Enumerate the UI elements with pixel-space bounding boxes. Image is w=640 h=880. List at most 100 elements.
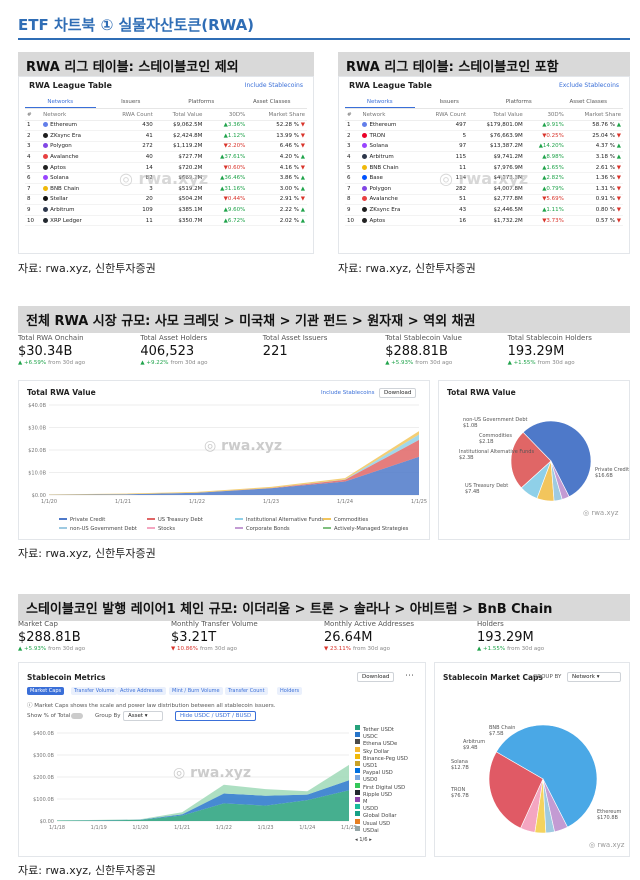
table-row[interactable]: 7 Polygon 282 $4,007.8M ▲0.79% 1.31 % ▼ bbox=[345, 183, 623, 195]
legend-item[interactable]: Commodities bbox=[323, 517, 368, 523]
legend-item[interactable]: Tether USDt bbox=[355, 725, 394, 733]
table-row[interactable]: 7 BNB Chain 3 $519.2M ▲31.16% 3.00 % ▲ bbox=[25, 183, 307, 195]
column-header[interactable]: # bbox=[25, 111, 42, 121]
table-row[interactable]: 1 Ethereum 497 $179,801.0M ▲9.91% 58.76 % ▲ bbox=[345, 120, 623, 132]
stablecoin-toggle-link[interactable]: Exclude Stablecoins bbox=[559, 82, 619, 89]
table-row[interactable]: 5 BNB Chain 11 $7,976.9M ▲1.65% 2.61 % ▼ bbox=[345, 162, 623, 174]
table-row[interactable]: 2 TRON 5 $76,663.9M ▼0.25% 25.04 % ▼ bbox=[345, 130, 623, 142]
legend-item[interactable]: Institutional Alternative Funds bbox=[235, 517, 324, 523]
pie-label: BNB Chain bbox=[489, 725, 515, 731]
table-row[interactable]: 8 Stellar 20 $504.2M ▼0.44% 2.91 % ▼ bbox=[25, 194, 307, 206]
metric-tab-mint-burn-volume[interactable]: Mint / Burn Volume bbox=[169, 687, 223, 695]
table-row[interactable]: 4 Avalanche 40 $727.7M ▲37.61% 4.20 % ▲ bbox=[25, 151, 307, 163]
column-header[interactable]: Total Value bbox=[154, 111, 205, 121]
more-menu-icon[interactable]: ⋯ bbox=[405, 671, 414, 681]
column-header[interactable]: Total Value bbox=[468, 111, 525, 121]
pie-slice-tron[interactable] bbox=[488, 751, 544, 829]
show-percent-toggle[interactable] bbox=[71, 713, 83, 719]
legend-swatch bbox=[323, 518, 331, 520]
table-row[interactable]: 6 Solana 82 $669.2M ▲36.46% 3.86 % ▲ bbox=[25, 172, 307, 185]
stablecoin-toggle-link[interactable]: Include Stablecoins bbox=[244, 82, 303, 89]
legend-item[interactable]: Sky Dollar bbox=[355, 746, 389, 755]
tab-networks[interactable]: Networks bbox=[345, 97, 415, 108]
column-header[interactable]: Network bbox=[360, 111, 420, 121]
table-row[interactable]: 3 Polygon 272 $1,119.2M ▼2.20% 6.46 % ▼ bbox=[25, 141, 307, 153]
legend-swatch bbox=[355, 811, 360, 817]
legend-item[interactable]: USD1 bbox=[355, 761, 377, 769]
metric-tab-transfer-volume[interactable]: Transfer Volume bbox=[71, 687, 118, 695]
pie-slice-other[interactable] bbox=[542, 778, 568, 833]
download-button[interactable]: Download bbox=[379, 388, 417, 398]
legend-item[interactable]: Ethena USDe bbox=[355, 739, 397, 747]
column-header[interactable]: # bbox=[345, 111, 361, 121]
share-trend-icon: ▲ bbox=[616, 154, 621, 161]
legend-item[interactable]: Usual USD bbox=[355, 818, 390, 827]
group-by-select[interactable]: Asset ▾ bbox=[123, 711, 163, 721]
table-row[interactable]: 9 ZKsync Era 43 $2,446.5M ▲1.11% 0.80 % ▼ bbox=[345, 204, 623, 216]
metric-tab-transfer-count[interactable]: Transfer Count bbox=[225, 687, 268, 695]
table-row[interactable]: 6 Base 114 $4,173.3M ▲2.82% 1.36 % ▼ bbox=[345, 172, 623, 185]
column-header[interactable]: RWA Count bbox=[103, 111, 155, 121]
table-row[interactable]: 1 Ethereum 430 $9,062.5M ▲3.36% 52.28 % ▼ bbox=[25, 120, 307, 132]
hide-stablecoins-button[interactable]: Hide USDC / USDT / BUSD bbox=[175, 711, 257, 721]
column-header[interactable]: Network bbox=[41, 111, 104, 121]
legend-item[interactable]: USD0 bbox=[355, 775, 377, 783]
area-series-usdc[interactable] bbox=[57, 780, 349, 821]
table-row[interactable]: 5 Aptos 14 $720.2M ▼0.60% 4.16 % ▼ bbox=[25, 162, 307, 174]
column-header[interactable]: 30D% bbox=[204, 111, 248, 121]
table-row[interactable]: 9 Arbitrum 109 $385.1M ▲9.60% 2.22 % ▲ bbox=[25, 204, 307, 216]
table-row[interactable]: 10 XRP Ledger 11 $350.7M ▲6.72% 2.02 % ▲ bbox=[25, 215, 307, 227]
legend-label: Corporate Bonds bbox=[246, 526, 290, 532]
league-table-title: RWA League Table bbox=[29, 81, 112, 90]
pie-group-by-select[interactable]: Network ▾ bbox=[567, 672, 621, 682]
pie-slice-private-credit[interactable] bbox=[522, 420, 592, 498]
legend-item[interactable]: Private Credit bbox=[59, 517, 105, 523]
tab-networks[interactable]: Networks bbox=[25, 97, 96, 108]
column-header[interactable]: Market Share bbox=[565, 111, 623, 121]
metric-tab-market-caps[interactable]: Market Caps bbox=[27, 687, 65, 695]
legend-item[interactable]: USDD bbox=[355, 804, 378, 812]
legend-item[interactable]: Actively-Managed Strategies bbox=[323, 526, 408, 532]
table-row[interactable]: 2 ZKsync Era 41 $2,424.8M ▲1.12% 13.99 % ▼ bbox=[25, 130, 307, 142]
legend-item[interactable]: Binance-Peg USD bbox=[355, 753, 408, 762]
network-logo-icon bbox=[362, 122, 368, 128]
pie-slice-us-treasury-debt[interactable] bbox=[510, 431, 552, 489]
legend-item[interactable]: non-US Government Debt bbox=[59, 526, 137, 532]
metric-tab-holders[interactable]: Holders bbox=[277, 687, 303, 695]
legend-item[interactable]: M bbox=[355, 797, 367, 805]
legend-item[interactable]: Global Dollar bbox=[355, 811, 397, 819]
legend-item[interactable]: Stocks bbox=[147, 526, 175, 532]
stat-label: Total RWA Onchain bbox=[18, 334, 84, 342]
tab-asset-classes[interactable]: Asset Classes bbox=[252, 99, 291, 105]
area-series-tether-usdt[interactable] bbox=[57, 790, 349, 821]
stablecoin-metrics-panel: Stablecoin Metrics Download ⋯ Market Cap… bbox=[18, 662, 426, 857]
area-series-private-credit[interactable] bbox=[49, 456, 419, 495]
tab-issuers[interactable]: Issuers bbox=[439, 99, 459, 105]
column-header[interactable]: 30D% bbox=[524, 111, 566, 121]
legend-item[interactable]: USDC bbox=[355, 732, 378, 740]
legend-item[interactable]: Paypal USD bbox=[355, 768, 393, 776]
tab-asset-classes[interactable]: Asset Classes bbox=[569, 99, 607, 105]
tab-platforms[interactable]: Platforms bbox=[188, 99, 215, 105]
legend-item[interactable]: First Digital USD bbox=[355, 782, 405, 791]
pie-slice-ethereum[interactable] bbox=[495, 724, 598, 828]
legend-item[interactable]: Ripple USD bbox=[355, 789, 392, 798]
table-row[interactable]: 8 Avalanche 51 $2,777.8M ▼5.69% 0.91 % ▼ bbox=[345, 194, 623, 206]
column-header[interactable]: Market Share bbox=[247, 111, 307, 121]
tab-issuers[interactable]: Issuers bbox=[121, 99, 141, 105]
table-row[interactable]: 3 Solana 97 $13,387.2M ▲14.20% 4.37 % ▲ bbox=[345, 141, 623, 153]
legend-pager[interactable]: ◂ 1/6 ▸ bbox=[355, 837, 372, 843]
metric-tab-active-addresses[interactable]: Active Addresses bbox=[117, 687, 166, 695]
tab-platforms[interactable]: Platforms bbox=[505, 99, 532, 105]
legend-item[interactable]: US Treasury Debt bbox=[147, 517, 203, 523]
include-stablecoins-toggle[interactable]: Include Stablecoins bbox=[321, 390, 375, 396]
column-header[interactable]: RWA Count bbox=[419, 111, 469, 121]
legend-item[interactable]: Corporate Bonds bbox=[235, 526, 290, 532]
legend-item[interactable]: USDai bbox=[355, 825, 379, 834]
area-series-other[interactable] bbox=[57, 764, 349, 821]
download-button[interactable]: Download bbox=[357, 672, 395, 682]
table-row[interactable]: 4 Arbitrum 115 $9,741.2M ▲8.98% 3.18 % ▲ bbox=[345, 151, 623, 163]
table-row[interactable]: 10 Aptos 16 $1,732.2M ▼3.73% 0.57 % ▼ bbox=[345, 215, 623, 227]
legend-label: Paypal USD bbox=[363, 770, 393, 777]
pie-slice-other[interactable] bbox=[550, 460, 570, 500]
